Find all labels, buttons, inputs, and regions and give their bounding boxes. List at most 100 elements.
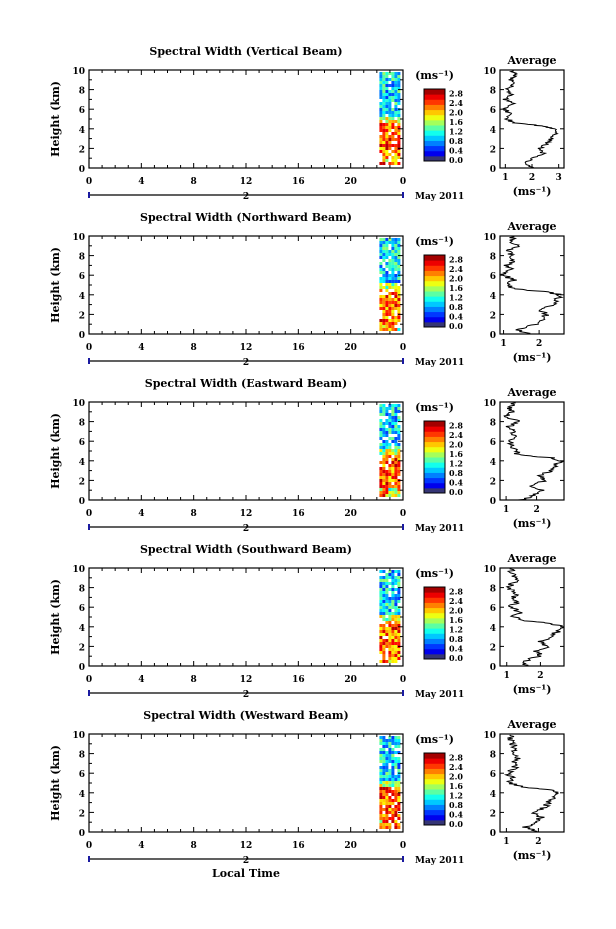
colorbar-tick-label: 0.0 xyxy=(449,155,463,165)
heatmap-cell xyxy=(382,87,386,90)
heatmap-cell xyxy=(382,763,386,766)
heatmap-cell xyxy=(385,609,389,612)
heatmap-cell xyxy=(385,633,389,636)
heatmap-cell xyxy=(388,645,392,648)
heatmap-cell xyxy=(385,485,389,488)
heatmap-cell xyxy=(397,328,401,331)
average-profile-line xyxy=(503,402,565,501)
x-tick-label: 12 xyxy=(240,841,253,851)
colorbar-cell xyxy=(424,296,445,302)
heatmap-cell xyxy=(397,588,401,591)
heatmap-cell xyxy=(382,72,386,75)
heatmap-cell xyxy=(397,114,401,117)
heatmap-cell xyxy=(379,129,383,132)
heatmap-cell xyxy=(391,416,395,419)
heatmap-cell xyxy=(388,630,392,633)
heatmap-cell xyxy=(385,591,389,594)
heatmap-cell xyxy=(379,470,383,473)
heatmap-cell xyxy=(388,72,392,75)
heatmap-cell xyxy=(388,277,392,280)
heatmap-cell xyxy=(397,407,401,410)
heatmap-cell xyxy=(385,407,389,410)
heatmap-cell xyxy=(385,410,389,413)
x-tick-label: 12 xyxy=(240,177,253,187)
heatmap-cell xyxy=(391,588,395,591)
colorbar-cell xyxy=(424,265,445,271)
x-tick-label: 8 xyxy=(191,343,197,353)
heatmap-cell xyxy=(397,579,401,582)
heatmap-cell xyxy=(397,253,401,256)
heatmap-cell xyxy=(397,585,401,588)
heatmap-cell xyxy=(388,250,392,253)
heatmap-cell xyxy=(388,295,392,298)
heatmap-cell xyxy=(388,648,392,651)
heatmap-cell xyxy=(379,265,383,268)
heatmap-cell xyxy=(394,648,398,651)
colorbar-tick-label: 1.2 xyxy=(449,625,463,635)
heatmap-cell xyxy=(388,464,392,467)
colorbar-cell xyxy=(424,623,445,629)
average-y-tick-label: 6 xyxy=(490,770,496,780)
y-tick-label: 2 xyxy=(79,145,85,155)
heatmap-cell xyxy=(379,627,383,630)
heatmap-cell xyxy=(385,470,389,473)
heatmap-cell xyxy=(397,488,401,491)
heatmap-cell xyxy=(385,310,389,313)
heatmap-cell xyxy=(391,407,395,410)
colorbar-cell xyxy=(424,431,445,437)
heatmap-cell xyxy=(379,449,383,452)
heatmap-cell xyxy=(385,241,389,244)
heatmap-cell xyxy=(382,313,386,316)
heatmap-cell xyxy=(394,126,398,129)
heatmap-cell xyxy=(388,129,392,132)
heatmap-cell xyxy=(385,449,389,452)
heatmap-cell xyxy=(391,736,395,739)
heatmap-cell xyxy=(382,600,386,603)
heatmap-cell xyxy=(385,787,389,790)
average-x-tick-label: 1 xyxy=(502,173,508,183)
plot-frame xyxy=(88,235,404,335)
heatmap-cell xyxy=(391,159,395,162)
heatmap-cell xyxy=(388,325,392,328)
heatmap-cell xyxy=(388,141,392,144)
heatmap-cell xyxy=(382,612,386,615)
heatmap-cell xyxy=(388,597,392,600)
heatmap-cell xyxy=(391,90,395,93)
heatmap-cell xyxy=(388,633,392,636)
heatmap-cell xyxy=(379,404,383,407)
colorbar-frame xyxy=(423,254,446,328)
heatmap-cell xyxy=(382,796,386,799)
heatmap-cell xyxy=(391,75,395,78)
heatmap-cell xyxy=(379,781,383,784)
heatmap-cell xyxy=(394,594,398,597)
heatmap-cell xyxy=(382,96,386,99)
heatmap-cell xyxy=(382,410,386,413)
heatmap-cell xyxy=(391,99,395,102)
heatmap-cell xyxy=(379,784,383,787)
heatmap-cell xyxy=(388,739,392,742)
heatmap-cell xyxy=(379,739,383,742)
heatmap-cell xyxy=(382,820,386,823)
heatmap-cell xyxy=(379,591,383,594)
heatmap-cell xyxy=(394,144,398,147)
heatmap-cell xyxy=(388,576,392,579)
colorbar-cell xyxy=(424,638,445,645)
heatmap-cell xyxy=(394,473,398,476)
heatmap-cell xyxy=(394,826,398,829)
heatmap-cell xyxy=(388,93,392,96)
heatmap-cell xyxy=(388,238,392,241)
heatmap-cell xyxy=(379,603,383,606)
x-tick-label: 8 xyxy=(191,841,197,851)
heatmap-cell xyxy=(382,775,386,778)
heatmap-cell xyxy=(391,156,395,159)
y-tick-label: 8 xyxy=(79,585,85,595)
heatmap-cell xyxy=(388,736,392,739)
heatmap-cell xyxy=(391,488,395,491)
heatmap-cell xyxy=(391,772,395,775)
y-tick-label: 0 xyxy=(79,165,85,175)
heatmap-cell xyxy=(391,452,395,455)
average-x-tick-label: 2 xyxy=(529,173,535,183)
colorbar-tick-label: 0.0 xyxy=(449,653,463,663)
colorbar-cell xyxy=(424,653,445,660)
heatmap-cell xyxy=(394,464,398,467)
